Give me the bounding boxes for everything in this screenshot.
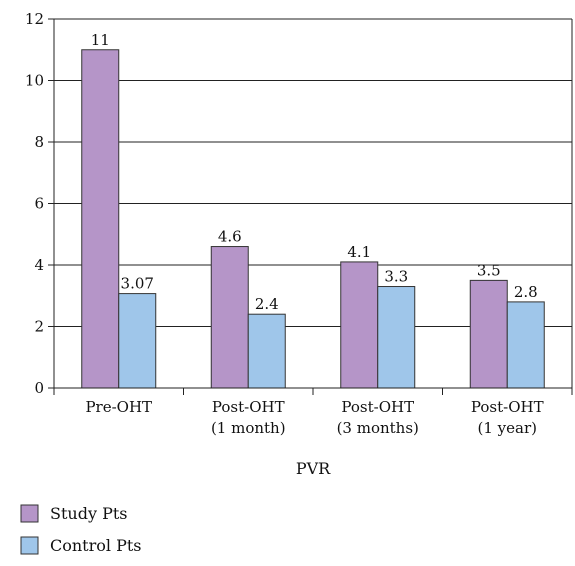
bar-control: [506, 301, 545, 389]
bar-control: [118, 293, 157, 389]
data-label: 4.6: [218, 228, 242, 246]
legend-swatch: [20, 504, 39, 523]
legend: Study Pts Control Pts: [20, 504, 142, 555]
y-tick-label: 12: [25, 10, 44, 28]
data-label: 3.5: [477, 261, 501, 279]
legend-label: Control Pts: [50, 536, 142, 555]
y-tick-label: 8: [34, 133, 44, 151]
data-label: 2.8: [514, 283, 538, 301]
x-axis-title: PVR: [296, 459, 331, 478]
bars: [81, 49, 545, 389]
data-label: 3.07: [121, 275, 154, 293]
y-tick-label: 10: [25, 72, 44, 90]
bar-study: [340, 261, 379, 389]
y-tick-label: 6: [34, 195, 44, 213]
labels: 0 2 4 6 8 10 12 11 3.07 Pre-OHT 4.6 2.4 Post-OHT (1 m…: [25, 10, 544, 437]
bar-control: [377, 286, 416, 389]
data-label: 4.1: [347, 243, 371, 261]
bar-study: [81, 49, 120, 389]
y-tick-label: 4: [34, 256, 44, 274]
data-label: 3.3: [384, 268, 408, 286]
bar-study: [210, 246, 249, 389]
x-tick-label: Post-OHT: [212, 398, 285, 416]
data-label: 2.4: [255, 295, 279, 313]
x-tick-label: Post-OHT: [471, 398, 544, 416]
bar-control: [247, 313, 286, 389]
x-tick-label-line2: (3 months): [337, 419, 419, 437]
y-tick-label: 2: [34, 318, 44, 336]
y-tick-label: 0: [34, 379, 44, 397]
data-label: 11: [91, 31, 110, 49]
legend-swatch: [20, 536, 39, 555]
x-tick-label-line2: (1 month): [211, 419, 286, 437]
x-tick-label: Post-OHT: [341, 398, 414, 416]
axes: [48, 18, 573, 395]
x-tick-label-line2: (1 year): [478, 419, 537, 437]
legend-label: Study Pts: [50, 504, 127, 523]
x-tick-label: Pre-OHT: [85, 398, 152, 416]
bar-study: [469, 279, 508, 389]
